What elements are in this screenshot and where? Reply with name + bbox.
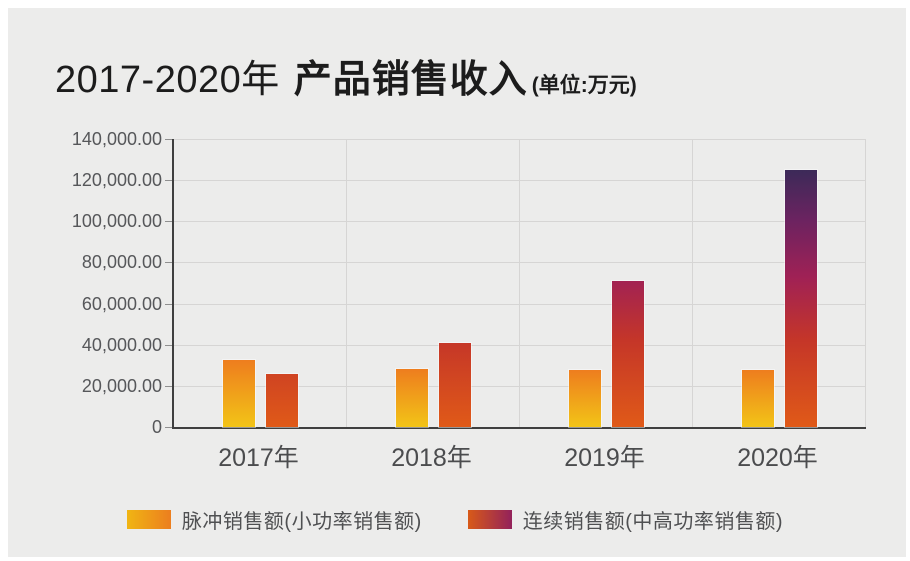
x-axis-label: 2018年 <box>391 444 472 472</box>
gridline-horizontal <box>174 303 866 305</box>
gridline-vertical <box>519 139 520 427</box>
y-axis-label: 140,000.00 <box>71 129 162 149</box>
y-axis-label: 20,000.00 <box>81 375 162 396</box>
bar-pulse-2020年 <box>742 370 774 427</box>
bar-continuous-2020年 <box>785 169 817 427</box>
bar-continuous-2017年 <box>266 373 298 427</box>
x-axis-label: 2019年 <box>564 444 645 472</box>
pulse-series-swatch-icon <box>126 510 171 529</box>
y-axis-label: 100,000.00 <box>71 211 162 232</box>
gridline-horizontal <box>174 385 866 387</box>
legend-item-continuous: 连续销售额(中高功率销售额) <box>467 505 784 534</box>
continuous-series-swatch-icon <box>467 510 512 529</box>
continuous-series-label: 连续销售额(中高功率销售额) <box>522 511 784 533</box>
x-axis-label: 2020年 <box>737 444 818 472</box>
y-axis-tick <box>165 344 172 346</box>
y-axis-tick <box>165 139 172 140</box>
y-axis-label: 0 <box>151 417 162 437</box>
gridline-vertical <box>865 139 866 427</box>
pulse-series-label: 脉冲销售额(小功率销售额) <box>181 511 422 533</box>
legend-item-pulse: 脉冲销售额(小功率销售额) <box>126 505 422 534</box>
y-axis-tick <box>165 303 172 305</box>
gridline-vertical <box>346 139 347 427</box>
x-axis-label: 2017年 <box>218 444 299 472</box>
bar-pulse-2019年 <box>569 370 601 427</box>
gridline-horizontal <box>174 262 866 264</box>
title-year-range: 2017-2020年 <box>55 59 280 101</box>
y-axis-tick <box>165 221 172 223</box>
chart-legend: 脉冲销售额(小功率销售额) 连续销售额(中高功率销售额) <box>0 505 910 534</box>
chart-panel <box>8 8 906 557</box>
bar-continuous-2018年 <box>439 342 471 427</box>
bar-continuous-2019年 <box>612 280 644 427</box>
gridline-horizontal <box>174 180 866 182</box>
gridline-horizontal <box>174 344 866 346</box>
bar-pulse-2018年 <box>396 369 428 427</box>
gridline-horizontal <box>174 221 866 223</box>
plot-area <box>172 139 866 429</box>
gridline-vertical <box>692 139 693 427</box>
y-axis-tick <box>165 427 172 428</box>
gridline-horizontal <box>174 139 866 140</box>
title-unit-label: (单位:万元) <box>531 74 637 97</box>
y-axis-label: 60,000.00 <box>81 293 162 314</box>
bar-pulse-2017年 <box>223 360 255 427</box>
y-axis-label: 120,000.00 <box>71 170 162 191</box>
y-axis-tick <box>165 262 172 264</box>
title-main-text: 产品销售收入 <box>293 59 528 101</box>
y-axis-tick <box>165 180 172 182</box>
y-axis-label: 40,000.00 <box>81 334 162 355</box>
y-axis-label: 80,000.00 <box>81 252 162 273</box>
chart-title: 2017-2020年 产品销售收入 (单位:万元) <box>55 48 637 101</box>
y-axis-tick <box>165 385 172 387</box>
